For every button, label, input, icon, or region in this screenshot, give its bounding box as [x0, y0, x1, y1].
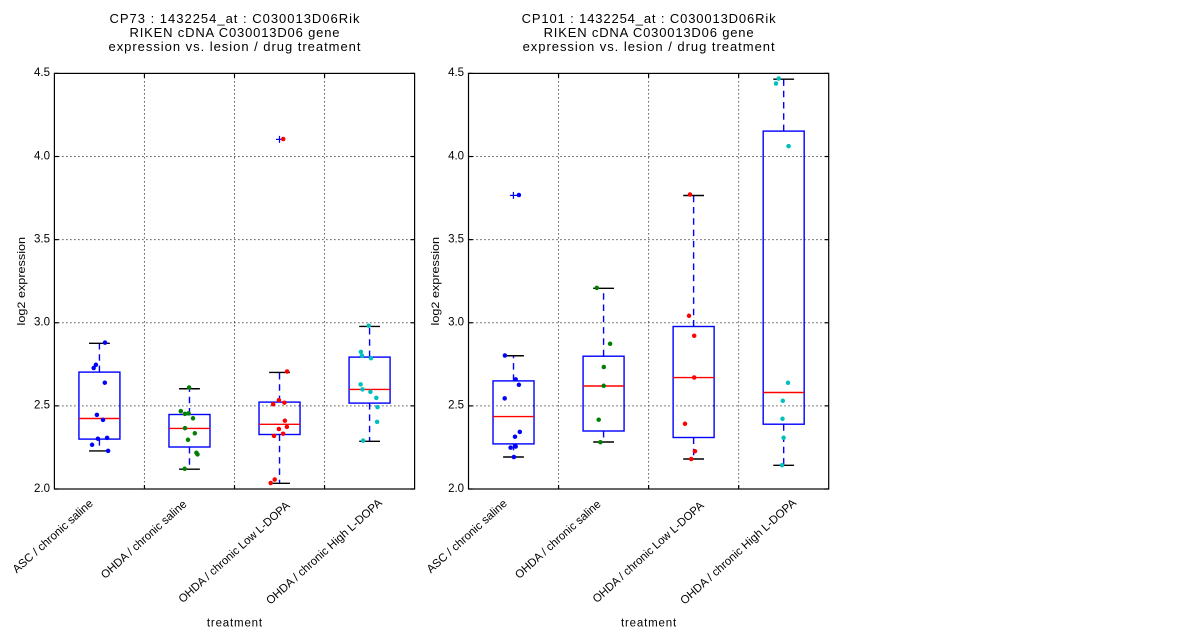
svg-text:expression vs. lesion / drug t: expression vs. lesion / drug treatment — [109, 39, 361, 54]
svg-text:RIKEN cDNA C030013D06 gene: RIKEN cDNA C030013D06 gene — [544, 25, 754, 40]
svg-text:3.0: 3.0 — [34, 317, 50, 329]
svg-text:CP101 : 1432254_at : C030013D0: CP101 : 1432254_at : C030013D06Rik — [522, 11, 777, 26]
svg-text:3.5: 3.5 — [34, 233, 50, 245]
svg-text:RIKEN cDNA C030013D06 gene: RIKEN cDNA C030013D06 gene — [130, 25, 340, 40]
svg-text:2.0: 2.0 — [448, 483, 464, 495]
svg-text:2.5: 2.5 — [448, 400, 464, 412]
svg-text:CP73 : 1432254_at : C030013D06: CP73 : 1432254_at : C030013D06Rik — [110, 11, 361, 26]
svg-text:log2 expression: log2 expression — [14, 237, 27, 326]
svg-text:expression vs. lesion / drug t: expression vs. lesion / drug treatment — [523, 39, 775, 54]
svg-text:4.5: 4.5 — [448, 67, 464, 79]
svg-text:treatment: treatment — [621, 617, 677, 629]
svg-text:3.5: 3.5 — [448, 233, 464, 245]
svg-text:treatment: treatment — [207, 617, 263, 629]
svg-text:4.5: 4.5 — [34, 67, 50, 79]
svg-text:2.0: 2.0 — [34, 483, 50, 495]
svg-text:3.0: 3.0 — [448, 317, 464, 329]
svg-text:4.0: 4.0 — [34, 150, 50, 162]
svg-text:4.0: 4.0 — [448, 150, 464, 162]
svg-text:log2 expression: log2 expression — [429, 237, 442, 326]
svg-text:2.5: 2.5 — [34, 400, 50, 412]
